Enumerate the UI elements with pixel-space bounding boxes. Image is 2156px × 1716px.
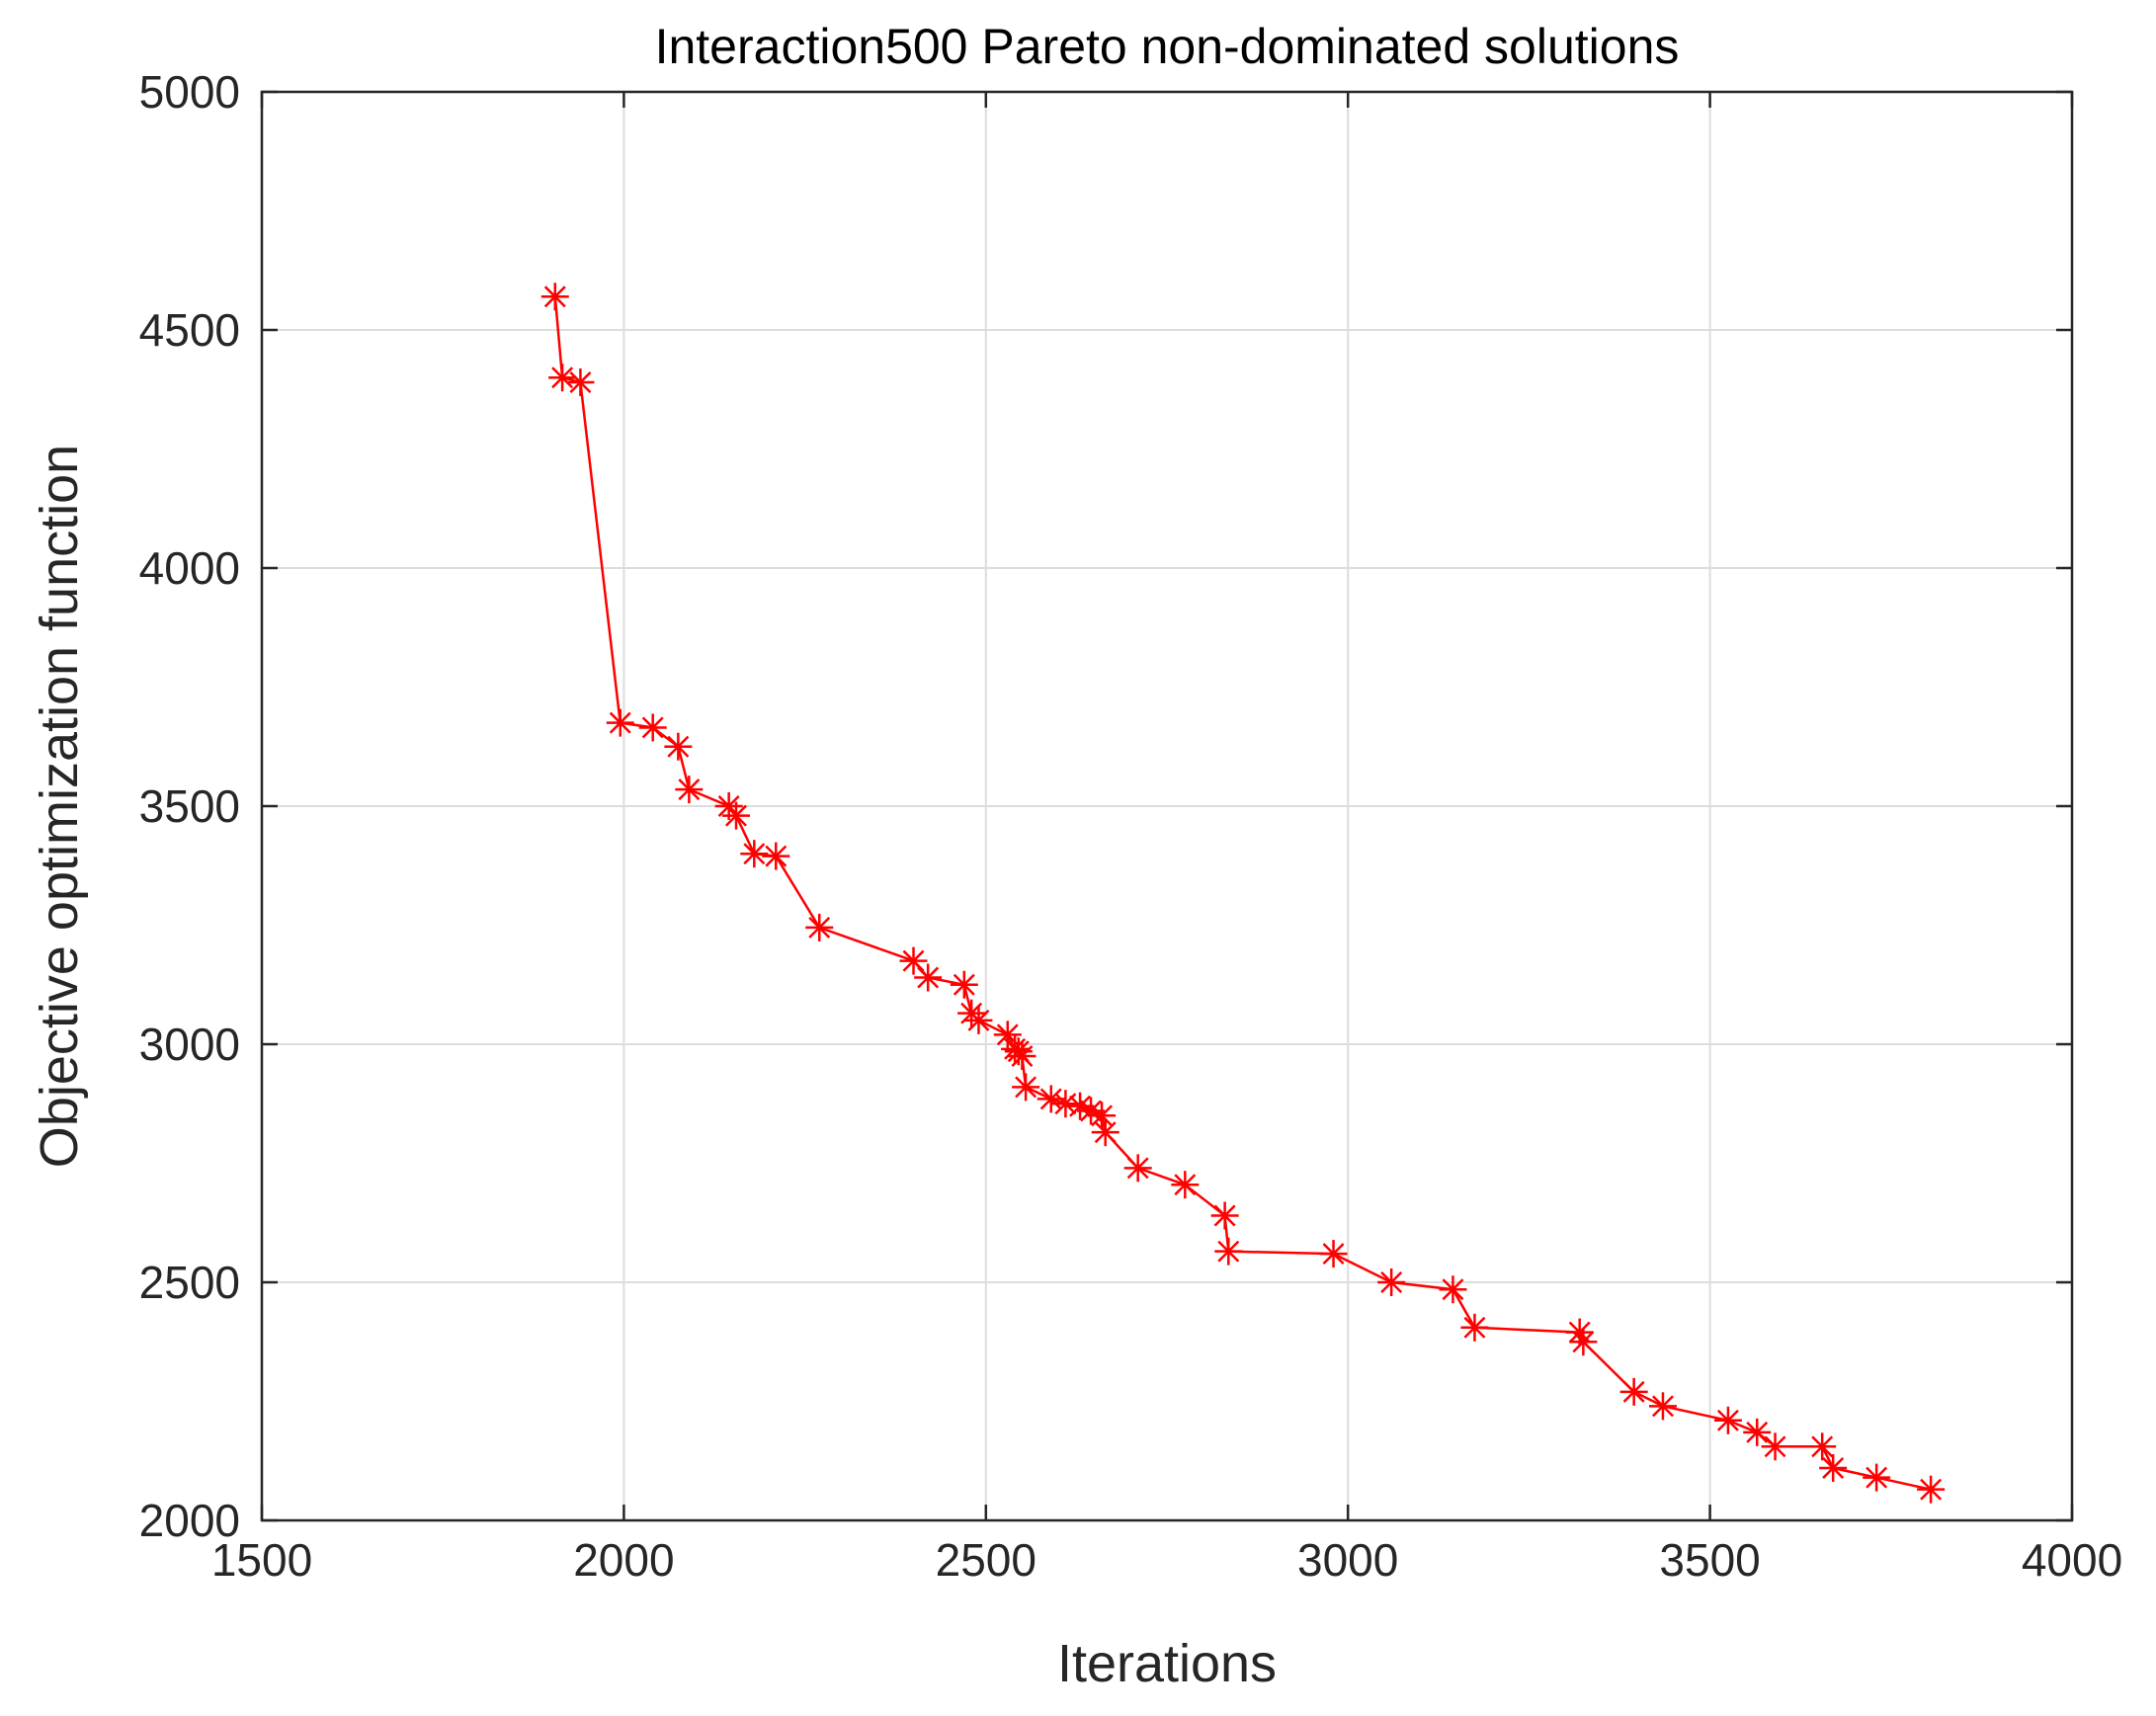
x-tick-label: 2000 [573, 1534, 674, 1586]
data-point [950, 970, 978, 999]
data-point [740, 840, 769, 868]
data-point [805, 913, 834, 941]
data-point [1066, 1092, 1095, 1120]
data-point [1619, 1377, 1648, 1406]
data-point [1743, 1418, 1772, 1446]
tick-labels: 1500 2000 2500 3000 3500 40002000250030003500… [139, 66, 2123, 1586]
data-point [899, 946, 928, 975]
x-tick-label: 4000 [2022, 1534, 2122, 1586]
data-point [1569, 1328, 1598, 1356]
data-point [914, 963, 943, 992]
y-axis-label: Objective optimization function [30, 445, 89, 1168]
data-point [1171, 1171, 1200, 1199]
data-point [1808, 1432, 1837, 1461]
data-point [721, 801, 750, 830]
data-point [1077, 1097, 1106, 1125]
data-point [1819, 1453, 1848, 1482]
chart-title: Interaction500 Pareto non-dominated solu… [655, 19, 1680, 74]
x-axis-label: Iterations [1057, 1634, 1277, 1693]
data-point [1088, 1102, 1117, 1130]
data-point [1091, 1118, 1119, 1147]
data-point [1761, 1432, 1789, 1461]
data-point [1051, 1090, 1080, 1118]
data-point [1123, 1154, 1152, 1183]
y-tick-label: 5000 [139, 66, 240, 118]
x-tick-label: 3000 [1297, 1534, 1398, 1586]
data-point [964, 1006, 993, 1034]
data-point [1917, 1475, 1946, 1504]
data-point [675, 776, 704, 804]
series-line [553, 296, 1932, 1491]
data-point [638, 713, 667, 742]
data-point [664, 732, 693, 761]
data-point [606, 708, 634, 737]
data-markers [540, 283, 1946, 1504]
data-point [1012, 1073, 1040, 1102]
data-point [1319, 1240, 1348, 1268]
x-tick-label: 2500 [936, 1534, 1037, 1586]
data-point [540, 283, 569, 311]
y-tick-label: 4000 [139, 542, 240, 594]
axis-ticks [260, 90, 2074, 1522]
data-point [1713, 1406, 1742, 1434]
data-point [1460, 1313, 1489, 1342]
data-point [1377, 1268, 1406, 1296]
data-point [1210, 1201, 1239, 1230]
y-tick-label: 3500 [139, 780, 240, 832]
data-point [1439, 1275, 1467, 1304]
y-tick-label: 4500 [139, 304, 240, 356]
data-point [762, 842, 790, 870]
data-point [1863, 1463, 1891, 1492]
data-point [566, 368, 595, 397]
data-point [1648, 1392, 1677, 1421]
grid-lines [262, 92, 2072, 1520]
y-tick-label: 2000 [139, 1495, 240, 1546]
x-tick-label: 1500 [211, 1534, 312, 1586]
y-tick-label: 2500 [139, 1257, 240, 1308]
data-point [1008, 1042, 1037, 1071]
x-tick-label: 3500 [1659, 1534, 1760, 1586]
data-point [548, 364, 577, 392]
data-point [1214, 1237, 1243, 1266]
y-tick-label: 3000 [139, 1019, 240, 1070]
